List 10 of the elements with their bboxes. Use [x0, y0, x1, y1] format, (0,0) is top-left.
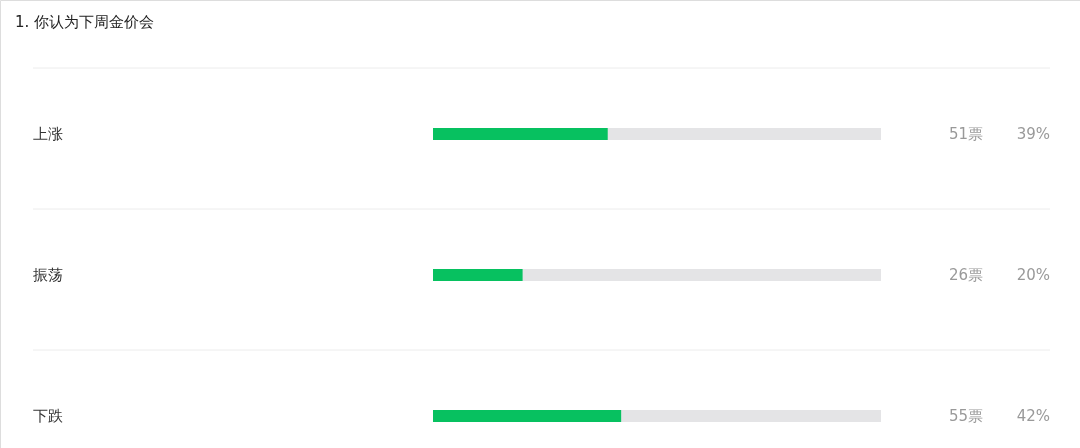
data-label: 20% [1016, 266, 1050, 284]
text: 51票 [948, 125, 983, 143]
y-tick-label: 下跌 [33, 407, 63, 425]
text: 55票 [948, 407, 983, 425]
text: 1. 你认为下周金价会 [15, 13, 155, 31]
text: 26票 [948, 266, 983, 284]
data-label: 42% [1016, 407, 1050, 425]
data-label: 39% [1016, 125, 1050, 143]
y-tick-label: 上涨 [33, 125, 63, 143]
y-tick-label: 振荡 [33, 266, 63, 284]
